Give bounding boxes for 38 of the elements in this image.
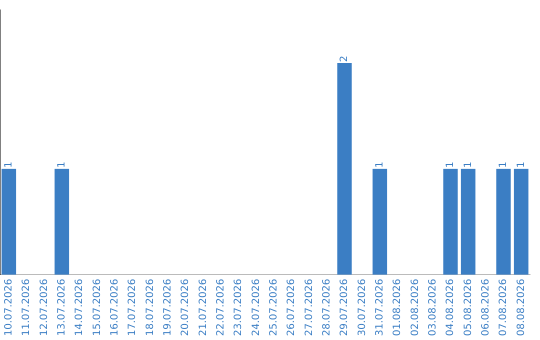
- x-tick-label: 26.07.2026: [286, 278, 298, 336]
- x-tick-label: 24.07.2026: [250, 278, 262, 336]
- data-label: 1: [3, 161, 14, 168]
- x-tick-label: 18.07.2026: [144, 278, 156, 336]
- x-tick-label: 23.07.2026: [233, 278, 244, 336]
- x-tick-label: 27.07.2026: [304, 278, 315, 336]
- x-tick-label: 05.08.2026: [462, 278, 474, 336]
- x-tick-label: 12.07.2026: [38, 278, 50, 336]
- x-tick-label: 14.07.2026: [74, 278, 86, 336]
- x-tick-label: 03.08.2026: [427, 278, 438, 336]
- x-tick-label: 02.08.2026: [410, 278, 421, 336]
- x-tick-label: 10.07.2026: [3, 278, 14, 336]
- data-label: 1: [56, 161, 68, 168]
- x-tick-label: 08.08.2026: [516, 278, 527, 336]
- data-label: 1: [462, 161, 474, 168]
- x-tick-label: 17.07.2026: [127, 278, 138, 336]
- x-tick-label: 16.07.2026: [109, 278, 120, 336]
- x-tick-label: 22.07.2026: [215, 278, 226, 336]
- x-tick-label: 11.07.2026: [21, 278, 32, 336]
- x-tick-label: 29.07.2026: [339, 278, 350, 336]
- x-tick-label: 30.07.2026: [356, 278, 368, 336]
- x-tick-label: 04.08.2026: [445, 278, 456, 336]
- x-tick-label: 07.08.2026: [498, 278, 510, 336]
- x-tick-label: 31.07.2026: [374, 278, 386, 336]
- x-tick-label: 13.07.2026: [56, 278, 68, 336]
- x-tick-label: 28.07.2026: [321, 278, 332, 336]
- data-label: 2: [339, 56, 350, 62]
- x-tick-label: 15.07.2026: [92, 278, 103, 336]
- data-label: 1: [374, 161, 386, 168]
- x-tick-label: 20.07.2026: [180, 278, 192, 336]
- data-label: 1: [498, 161, 510, 168]
- x-tick-label: 25.07.2026: [268, 278, 280, 336]
- data-label: 1: [445, 161, 456, 168]
- x-tick-label: 01.08.2026: [392, 278, 404, 336]
- x-tick-label: 21.07.2026: [198, 278, 209, 336]
- data-label: 1: [516, 161, 527, 168]
- x-tick-label: 06.08.2026: [480, 278, 492, 336]
- x-tick-label: 19.07.2026: [162, 278, 174, 336]
